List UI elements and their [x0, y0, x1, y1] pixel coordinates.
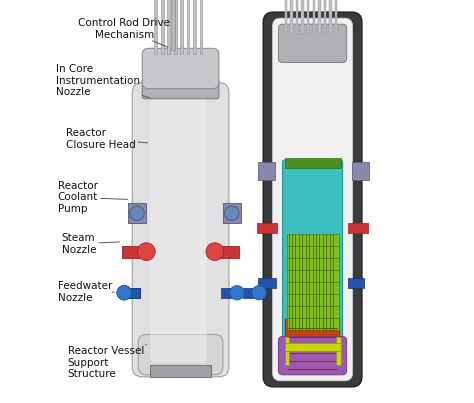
Bar — [124, 287, 140, 298]
Bar — [336, 337, 341, 365]
Bar — [335, 0, 337, 34]
Bar — [215, 245, 239, 258]
FancyBboxPatch shape — [132, 83, 229, 377]
Bar — [171, 0, 174, 50]
Text: Reactor
Closure Head: Reactor Closure Head — [66, 128, 147, 150]
Bar — [193, 0, 196, 54]
Bar — [161, 0, 164, 54]
Text: Feedwater
Nozzle: Feedwater Nozzle — [58, 281, 114, 303]
Bar — [150, 365, 211, 377]
Circle shape — [206, 243, 224, 260]
Bar — [187, 0, 190, 54]
Bar — [284, 337, 290, 365]
Bar — [312, 0, 315, 34]
Bar — [318, 0, 320, 34]
Bar — [324, 0, 326, 34]
Text: Control Rod Drive
Mechanism: Control Rod Drive Mechanism — [78, 18, 170, 47]
Bar — [243, 287, 259, 298]
Bar — [124, 287, 140, 298]
FancyBboxPatch shape — [273, 18, 353, 381]
Bar — [284, 343, 341, 351]
FancyBboxPatch shape — [263, 12, 362, 387]
FancyBboxPatch shape — [138, 334, 223, 375]
Circle shape — [117, 285, 131, 300]
Bar — [284, 0, 287, 34]
Bar — [301, 0, 304, 34]
Text: Reactor
Coolant
Pump: Reactor Coolant Pump — [58, 181, 128, 214]
Bar — [352, 162, 369, 180]
Circle shape — [117, 285, 131, 300]
Bar — [122, 245, 146, 258]
FancyBboxPatch shape — [279, 337, 346, 375]
Bar — [287, 235, 338, 330]
Bar — [128, 203, 146, 223]
Bar — [307, 0, 310, 34]
Bar — [223, 203, 241, 223]
Bar — [329, 0, 332, 34]
FancyBboxPatch shape — [285, 319, 340, 370]
Bar — [257, 222, 277, 233]
Bar — [348, 222, 368, 233]
Bar — [174, 0, 176, 54]
Text: In Core
Instrumentation
Nozzle: In Core Instrumentation Nozzle — [55, 64, 150, 98]
Bar — [221, 287, 237, 298]
Circle shape — [130, 206, 144, 220]
FancyBboxPatch shape — [279, 24, 346, 62]
Bar — [258, 278, 276, 288]
Bar — [296, 0, 298, 34]
Bar — [167, 0, 170, 54]
Bar — [200, 0, 202, 54]
Bar — [290, 0, 292, 34]
Circle shape — [252, 285, 266, 300]
Bar — [258, 162, 275, 180]
Bar — [180, 0, 183, 54]
Circle shape — [225, 206, 239, 220]
FancyBboxPatch shape — [142, 48, 219, 89]
FancyBboxPatch shape — [142, 79, 219, 99]
Text: Reactor Vessel
Support
Structure: Reactor Vessel Support Structure — [68, 345, 146, 379]
Bar — [284, 158, 341, 168]
Bar — [155, 0, 157, 54]
Circle shape — [230, 285, 244, 300]
Text: Steam
Nozzle: Steam Nozzle — [62, 233, 119, 255]
Circle shape — [137, 243, 155, 260]
FancyBboxPatch shape — [283, 160, 343, 355]
FancyBboxPatch shape — [150, 97, 207, 363]
Bar — [348, 278, 364, 288]
